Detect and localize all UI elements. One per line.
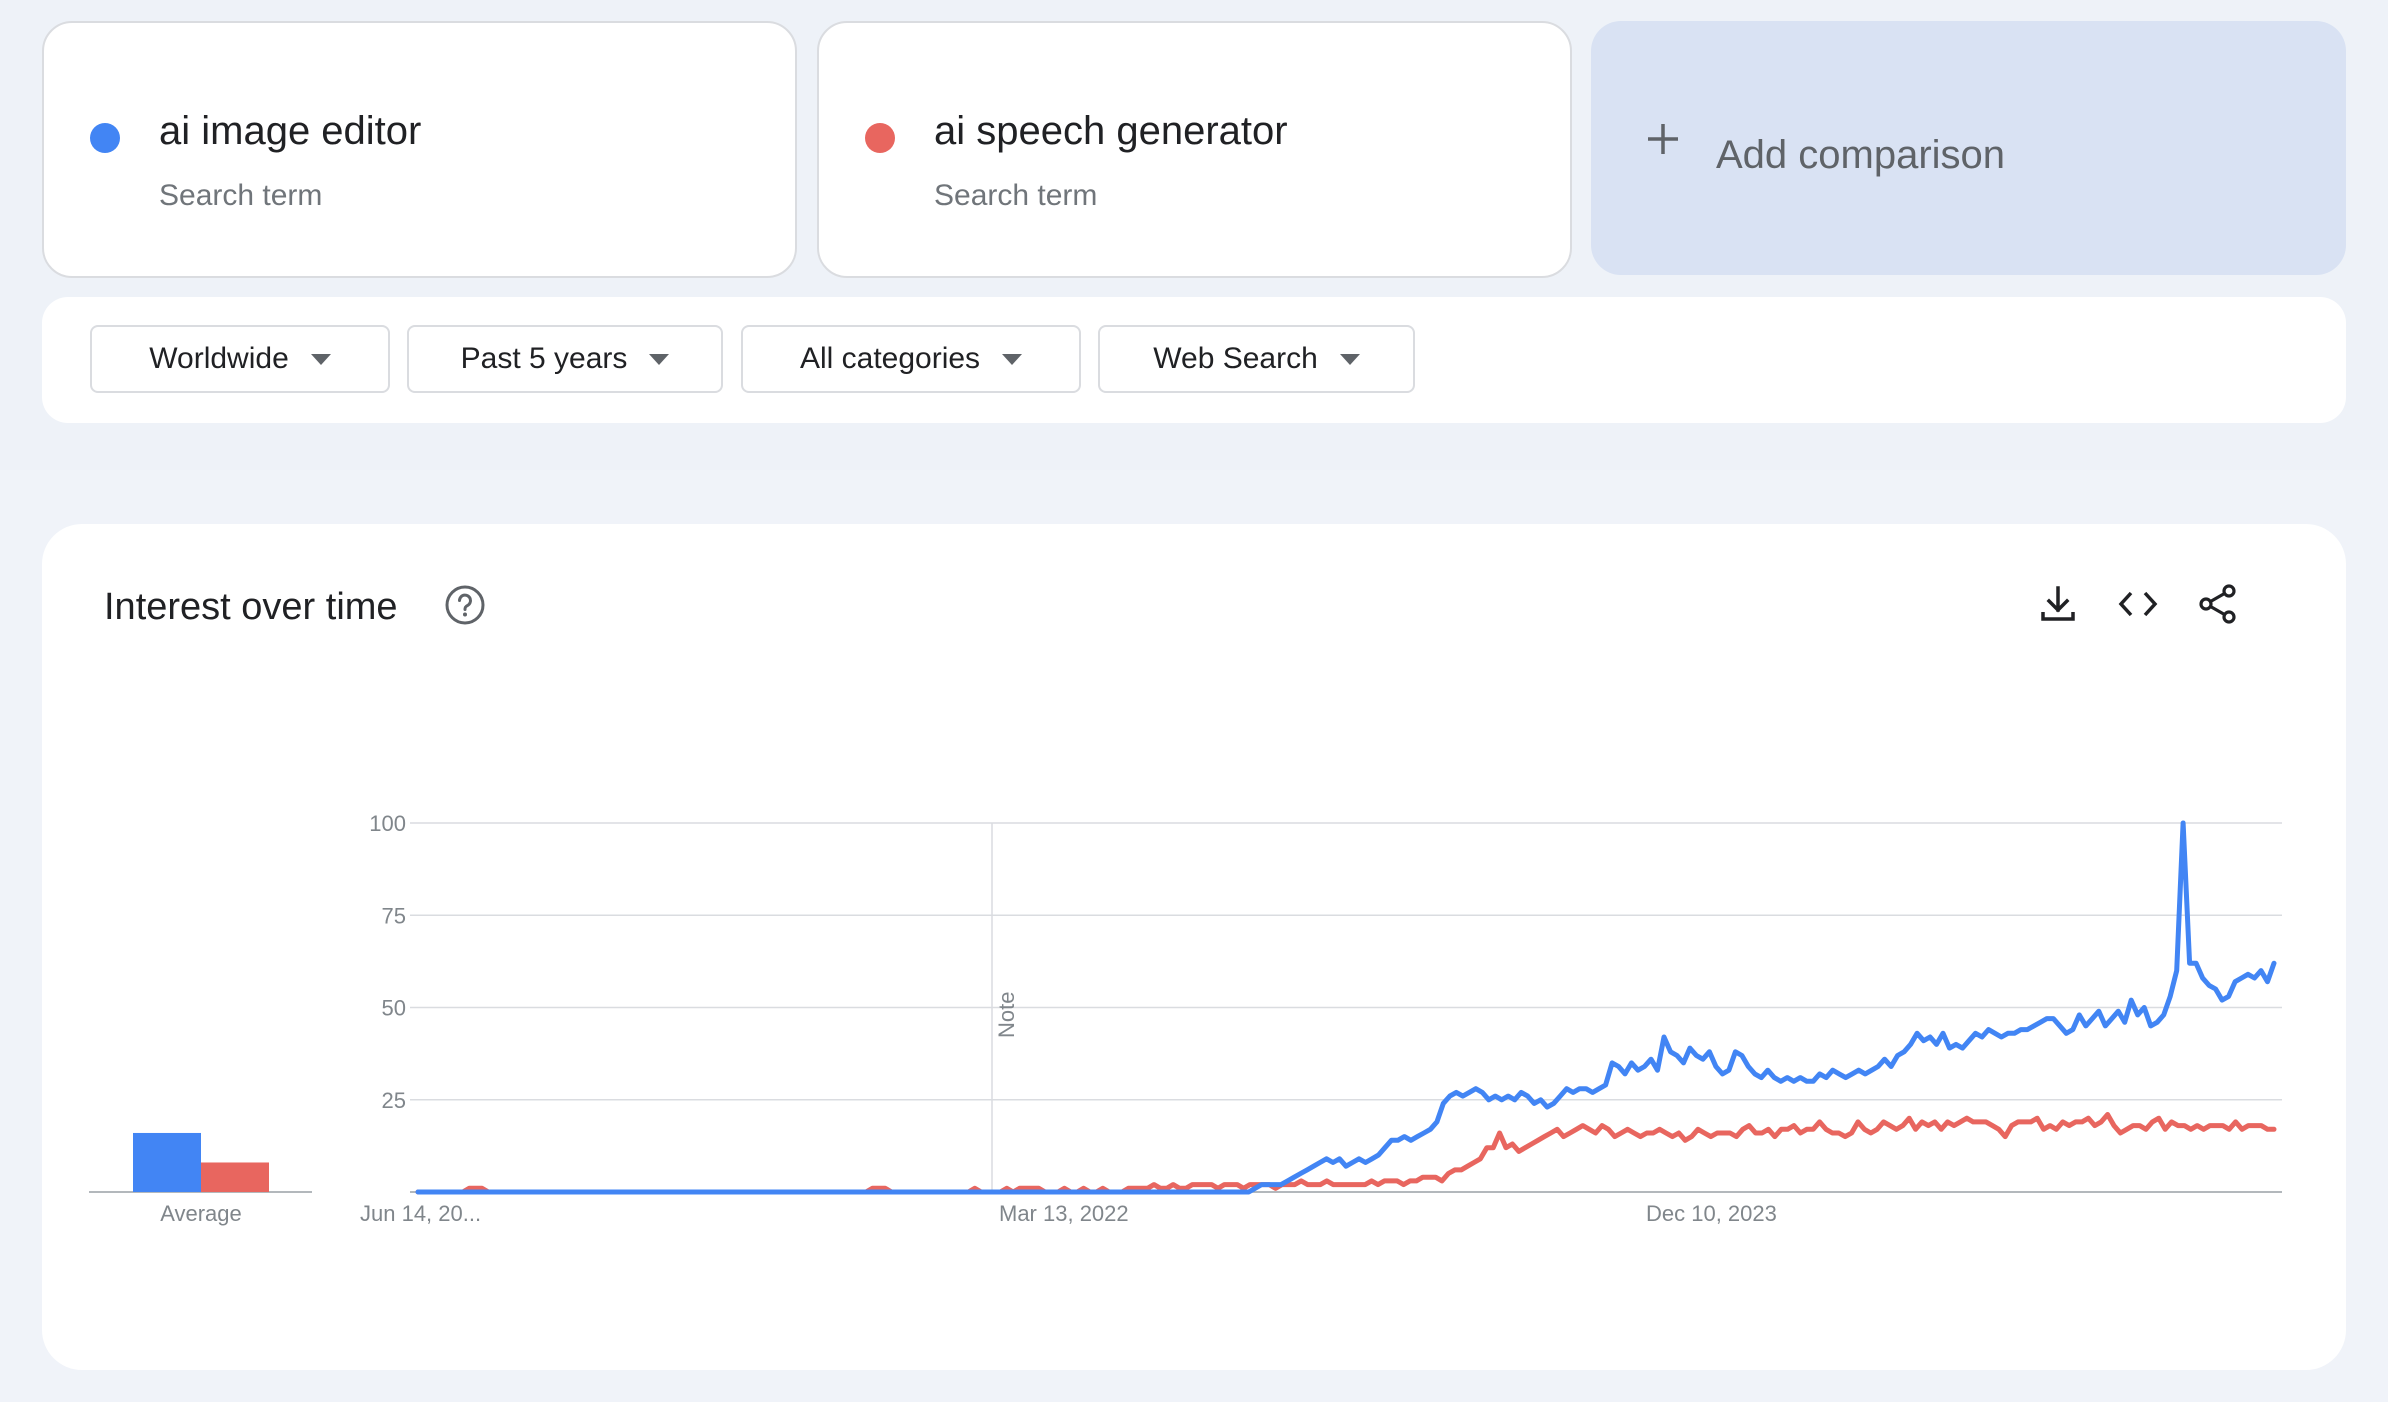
add-comparison-label: Add comparison bbox=[1716, 133, 2006, 177]
series-line-ai-image-editor bbox=[415, 820, 2277, 1195]
series-color-dot bbox=[90, 123, 120, 153]
y-tick-label: 100 bbox=[369, 811, 406, 836]
search-term-label: ai speech generator bbox=[934, 109, 1288, 153]
embed-code-icon[interactable] bbox=[2116, 582, 2160, 626]
category-filter-label: All categories bbox=[799, 342, 981, 375]
x-tick-label: Mar 13, 2022 bbox=[999, 1201, 1129, 1226]
chevron-down-icon bbox=[1339, 353, 1360, 365]
property-filter-label: Web Search bbox=[1153, 342, 1318, 375]
average-label: Average bbox=[160, 1201, 242, 1226]
download-icon[interactable] bbox=[2036, 582, 2080, 626]
search-term-type: Search term bbox=[159, 179, 323, 212]
section-title: Interest over time bbox=[104, 586, 398, 628]
x-tick-label: Dec 10, 2023 bbox=[1646, 1201, 1777, 1226]
y-tick-label: 50 bbox=[382, 996, 406, 1021]
y-tick-label: 25 bbox=[382, 1088, 406, 1113]
property-filter-dropdown[interactable]: Web Search bbox=[1098, 325, 1415, 393]
chevron-down-icon bbox=[310, 353, 331, 365]
search-term-type: Search term bbox=[934, 179, 1098, 212]
region-filter-label: Worldwide bbox=[149, 342, 289, 375]
time-filter-label: Past 5 years bbox=[460, 342, 628, 375]
y-tick-label: 75 bbox=[382, 903, 406, 928]
chevron-down-icon bbox=[649, 353, 670, 365]
series-color-dot bbox=[865, 123, 895, 153]
search-term-card-ai-image-editor[interactable]: ai image editor Search term bbox=[42, 21, 797, 278]
x-tick-label: Jun 14, 20... bbox=[360, 1201, 481, 1226]
search-term-card-ai-speech-generator[interactable]: ai speech generator Search term bbox=[817, 21, 1572, 278]
help-icon[interactable] bbox=[444, 584, 486, 626]
chevron-down-icon bbox=[1002, 353, 1023, 365]
region-filter-dropdown[interactable]: Worldwide bbox=[90, 325, 390, 393]
note-label: Note bbox=[994, 992, 1019, 1038]
category-filter-dropdown[interactable]: All categories bbox=[741, 325, 1081, 393]
time-filter-dropdown[interactable]: Past 5 years bbox=[407, 325, 723, 393]
series-line-ai-speech-generator bbox=[415, 1112, 2277, 1195]
interest-over-time-chart: 100 75 50 25 Note Jun 14, 20... Mar 13, 2022 De… bbox=[89, 811, 2282, 1226]
add-comparison-button[interactable]: Add comparison bbox=[1591, 21, 2346, 275]
search-term-label: ai image editor bbox=[159, 109, 422, 153]
plus-icon bbox=[1643, 119, 1683, 168]
interest-over-time-card: Interest over time 100 75 50 25 Note Jun 14, … bbox=[42, 524, 2346, 1370]
average-bar-ai-speech-generator bbox=[201, 1162, 269, 1192]
filter-bar: Worldwide Past 5 years All categories We… bbox=[42, 297, 2346, 423]
share-icon[interactable] bbox=[2196, 582, 2240, 626]
average-bar-ai-image-editor bbox=[133, 1132, 201, 1192]
